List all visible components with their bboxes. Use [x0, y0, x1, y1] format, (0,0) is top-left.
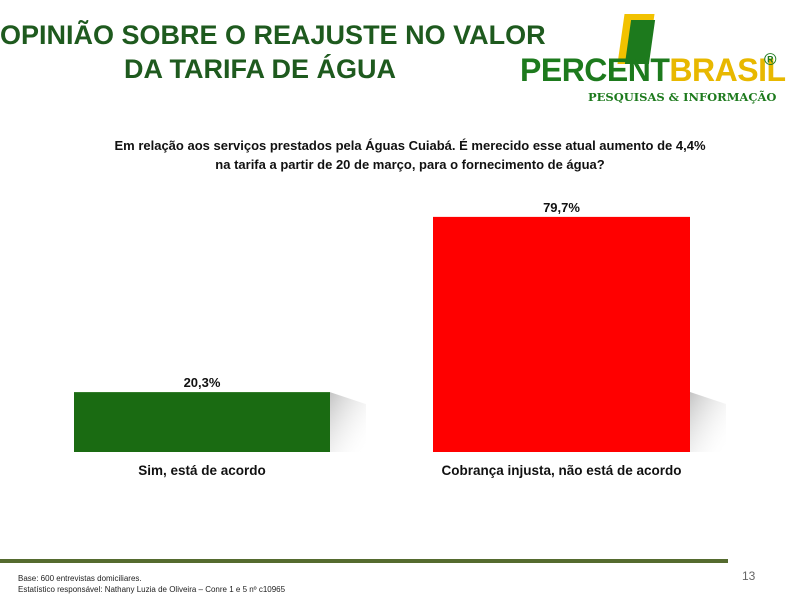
bar-2	[433, 216, 690, 452]
data-label-1: 20,3%	[184, 375, 221, 390]
bar-shadow	[690, 392, 726, 452]
logo-wordmark: PERCENTBRASIL	[520, 52, 786, 89]
bar-1	[74, 392, 330, 452]
logo-word-percent: PERCENT	[520, 52, 670, 88]
page-title-line-2: DA TARIFA DE ÁGUA	[124, 54, 396, 84]
footer-notes: Base: 600 entrevistas domiciliares. Esta…	[18, 573, 285, 595]
page-number: 13	[742, 569, 756, 583]
footer-statistician: Estatístico responsável: Nathany Luzia d…	[18, 585, 286, 594]
survey-question-line-1: Em relação aos serviços prestados pela Á…	[114, 138, 706, 153]
page-title-line-1: OPINIÃO SOBRE O REAJUSTE NO VALOR	[0, 20, 546, 50]
survey-question: Em relação aos serviços prestados pela Á…	[60, 136, 760, 174]
bar-shadow	[330, 392, 366, 452]
footer-rule	[0, 559, 728, 563]
logo-word-brasil: BRASIL	[669, 52, 786, 88]
bar-chart: 20,3% Sim, está de acordo 79,7% Cobrança in…	[74, 200, 726, 478]
registered-mark: ®	[764, 50, 777, 69]
page-title: OPINIÃO SOBRE O REAJUSTE NO VALOR DA TAR…	[0, 18, 546, 86]
percentbrasil-logo: PERCENTBRASIL ® PESQUISAS & INFORMAÇÃO	[520, 14, 795, 109]
data-label-2: 79,7%	[543, 200, 580, 215]
category-label-2: Cobrança injusta, não está de acordo	[441, 463, 681, 478]
category-label-1: Sim, está de acordo	[138, 463, 266, 478]
footer-base: Base: 600 entrevistas domiciliares.	[18, 574, 142, 583]
logo-tagline: PESQUISAS & INFORMAÇÃO	[588, 90, 777, 104]
survey-question-line-2: na tarifa a partir de 20 de março, para …	[215, 157, 605, 172]
